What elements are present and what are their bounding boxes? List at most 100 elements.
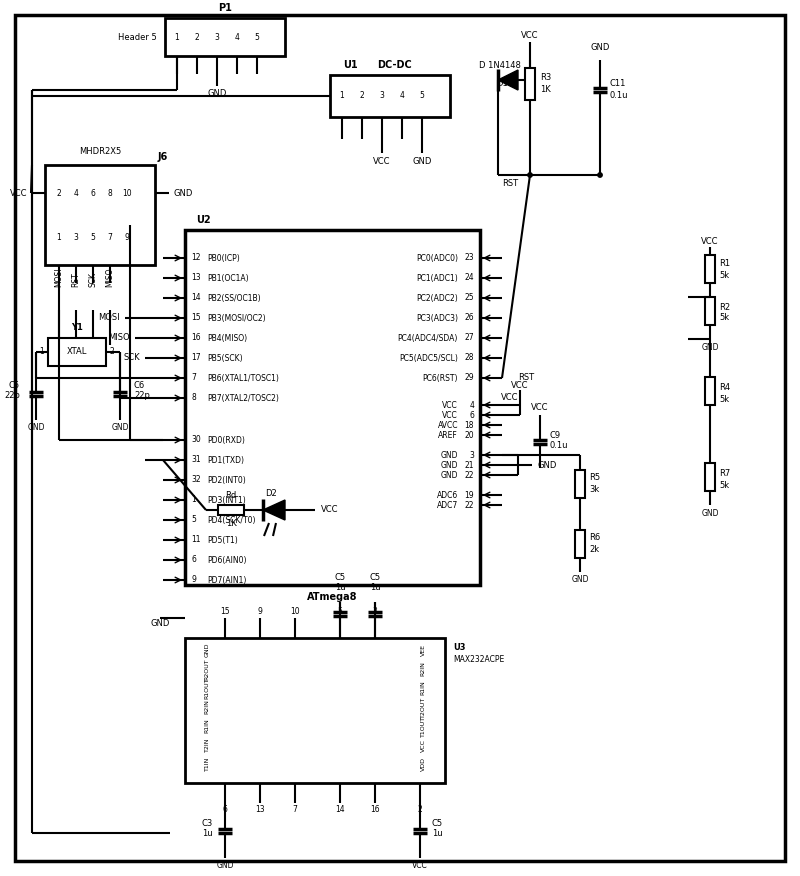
Text: 25: 25	[464, 293, 474, 302]
Text: PD2(INT0): PD2(INT0)	[207, 476, 246, 484]
Text: 30: 30	[191, 435, 201, 444]
Text: D1: D1	[496, 79, 508, 88]
Text: 6: 6	[90, 188, 95, 197]
Text: MOSI: MOSI	[54, 267, 63, 287]
Text: 1u: 1u	[202, 829, 213, 837]
Text: VEE: VEE	[421, 644, 426, 656]
Text: GND: GND	[441, 470, 458, 479]
Text: MAX232ACPE: MAX232ACPE	[453, 655, 504, 665]
Text: T2OUT: T2OUT	[421, 696, 426, 717]
Text: U3: U3	[453, 644, 466, 653]
Text: PB7(XTAL2/TOSC2): PB7(XTAL2/TOSC2)	[207, 393, 279, 402]
Text: GND: GND	[412, 157, 432, 166]
Text: 16: 16	[370, 806, 380, 815]
Text: 31: 31	[191, 456, 201, 464]
Text: 8: 8	[108, 188, 112, 197]
Text: C9: C9	[550, 430, 561, 440]
Text: R3: R3	[540, 74, 551, 82]
Text: R1: R1	[719, 258, 730, 267]
Text: PC1(ADC1): PC1(ADC1)	[416, 273, 458, 282]
Text: R2IN: R2IN	[421, 661, 426, 676]
Bar	[330, 75, 450, 117]
Text: 32: 32	[191, 476, 201, 484]
Text: 1: 1	[191, 496, 196, 505]
Text: 26: 26	[464, 314, 474, 322]
Text: ADC6: ADC6	[437, 491, 458, 499]
Text: GND: GND	[173, 188, 192, 197]
Text: VDD: VDD	[421, 757, 426, 771]
Text: VCC: VCC	[511, 380, 529, 390]
Text: 5: 5	[90, 232, 95, 242]
Text: 0.1u: 0.1u	[610, 91, 629, 101]
Text: 5k: 5k	[719, 481, 729, 490]
Text: GND: GND	[441, 450, 458, 460]
Bar	[705, 463, 715, 491]
Text: ADC7: ADC7	[437, 500, 458, 510]
Text: T2IN: T2IN	[205, 738, 210, 752]
Text: PD5(T1): PD5(T1)	[207, 535, 238, 545]
Text: 5: 5	[419, 91, 425, 101]
Text: J6: J6	[158, 152, 168, 162]
Text: 1: 1	[340, 91, 344, 101]
Text: 18: 18	[465, 420, 474, 429]
Text: D2: D2	[265, 490, 277, 498]
Text: R1IN: R1IN	[421, 681, 426, 696]
Text: 6: 6	[469, 411, 474, 420]
Text: GND: GND	[205, 643, 210, 657]
Text: PC3(ADC3): PC3(ADC3)	[416, 314, 458, 322]
Text: 23: 23	[464, 253, 474, 263]
Text: C5: C5	[334, 574, 346, 583]
Text: RST: RST	[71, 272, 81, 287]
Text: 22p: 22p	[134, 392, 150, 400]
Text: C5: C5	[432, 818, 443, 828]
Text: 5k: 5k	[719, 271, 729, 279]
Text: R2IN: R2IN	[205, 700, 210, 715]
Text: U2: U2	[196, 215, 210, 225]
Text: MHDR2X5: MHDR2X5	[79, 146, 121, 156]
Text: R2OUT: R2OUT	[205, 658, 210, 680]
Text: PD0(RXD): PD0(RXD)	[207, 435, 245, 444]
Text: 1K: 1K	[540, 86, 550, 95]
Text: SCK: SCK	[123, 354, 140, 363]
Text: DC-DC: DC-DC	[378, 60, 412, 70]
Text: 5k: 5k	[719, 313, 729, 321]
Text: R1IN: R1IN	[205, 718, 210, 733]
Text: 2: 2	[418, 806, 422, 815]
Text: PD1(TXD): PD1(TXD)	[207, 456, 244, 464]
Text: 7: 7	[107, 232, 113, 242]
Text: R7: R7	[719, 469, 730, 477]
Text: 6: 6	[222, 806, 227, 815]
Text: 20: 20	[464, 430, 474, 440]
Text: 1: 1	[57, 232, 62, 242]
Text: 4: 4	[469, 400, 474, 409]
Text: 4: 4	[399, 91, 405, 101]
Text: C5: C5	[9, 380, 20, 390]
Text: MISO: MISO	[106, 267, 114, 287]
Text: C3: C3	[202, 818, 213, 828]
Text: ATmega8: ATmega8	[307, 592, 358, 602]
Text: D 1N4148: D 1N4148	[479, 61, 521, 70]
Bar	[705, 255, 715, 283]
Text: 19: 19	[464, 491, 474, 499]
Text: MISO: MISO	[108, 334, 130, 343]
Text: 13: 13	[255, 806, 265, 815]
Text: 14: 14	[191, 293, 201, 302]
Text: GND: GND	[702, 508, 718, 518]
Text: GND: GND	[27, 423, 45, 433]
Text: GND: GND	[216, 860, 234, 870]
Text: GND: GND	[538, 461, 558, 470]
Text: C6: C6	[134, 380, 146, 390]
Text: 5k: 5k	[719, 394, 729, 404]
Text: 8: 8	[191, 393, 196, 402]
Text: 1: 1	[174, 32, 179, 41]
Text: 7: 7	[293, 806, 298, 815]
Text: GND: GND	[590, 44, 610, 53]
Text: VCC: VCC	[10, 188, 27, 197]
Text: VCC: VCC	[374, 157, 390, 166]
Text: 3: 3	[74, 232, 78, 242]
Text: PC2(ADC2): PC2(ADC2)	[416, 293, 458, 302]
Text: VCC: VCC	[412, 860, 428, 870]
Text: 13: 13	[191, 273, 201, 282]
Text: GND: GND	[207, 89, 226, 98]
Text: 7: 7	[191, 373, 196, 383]
